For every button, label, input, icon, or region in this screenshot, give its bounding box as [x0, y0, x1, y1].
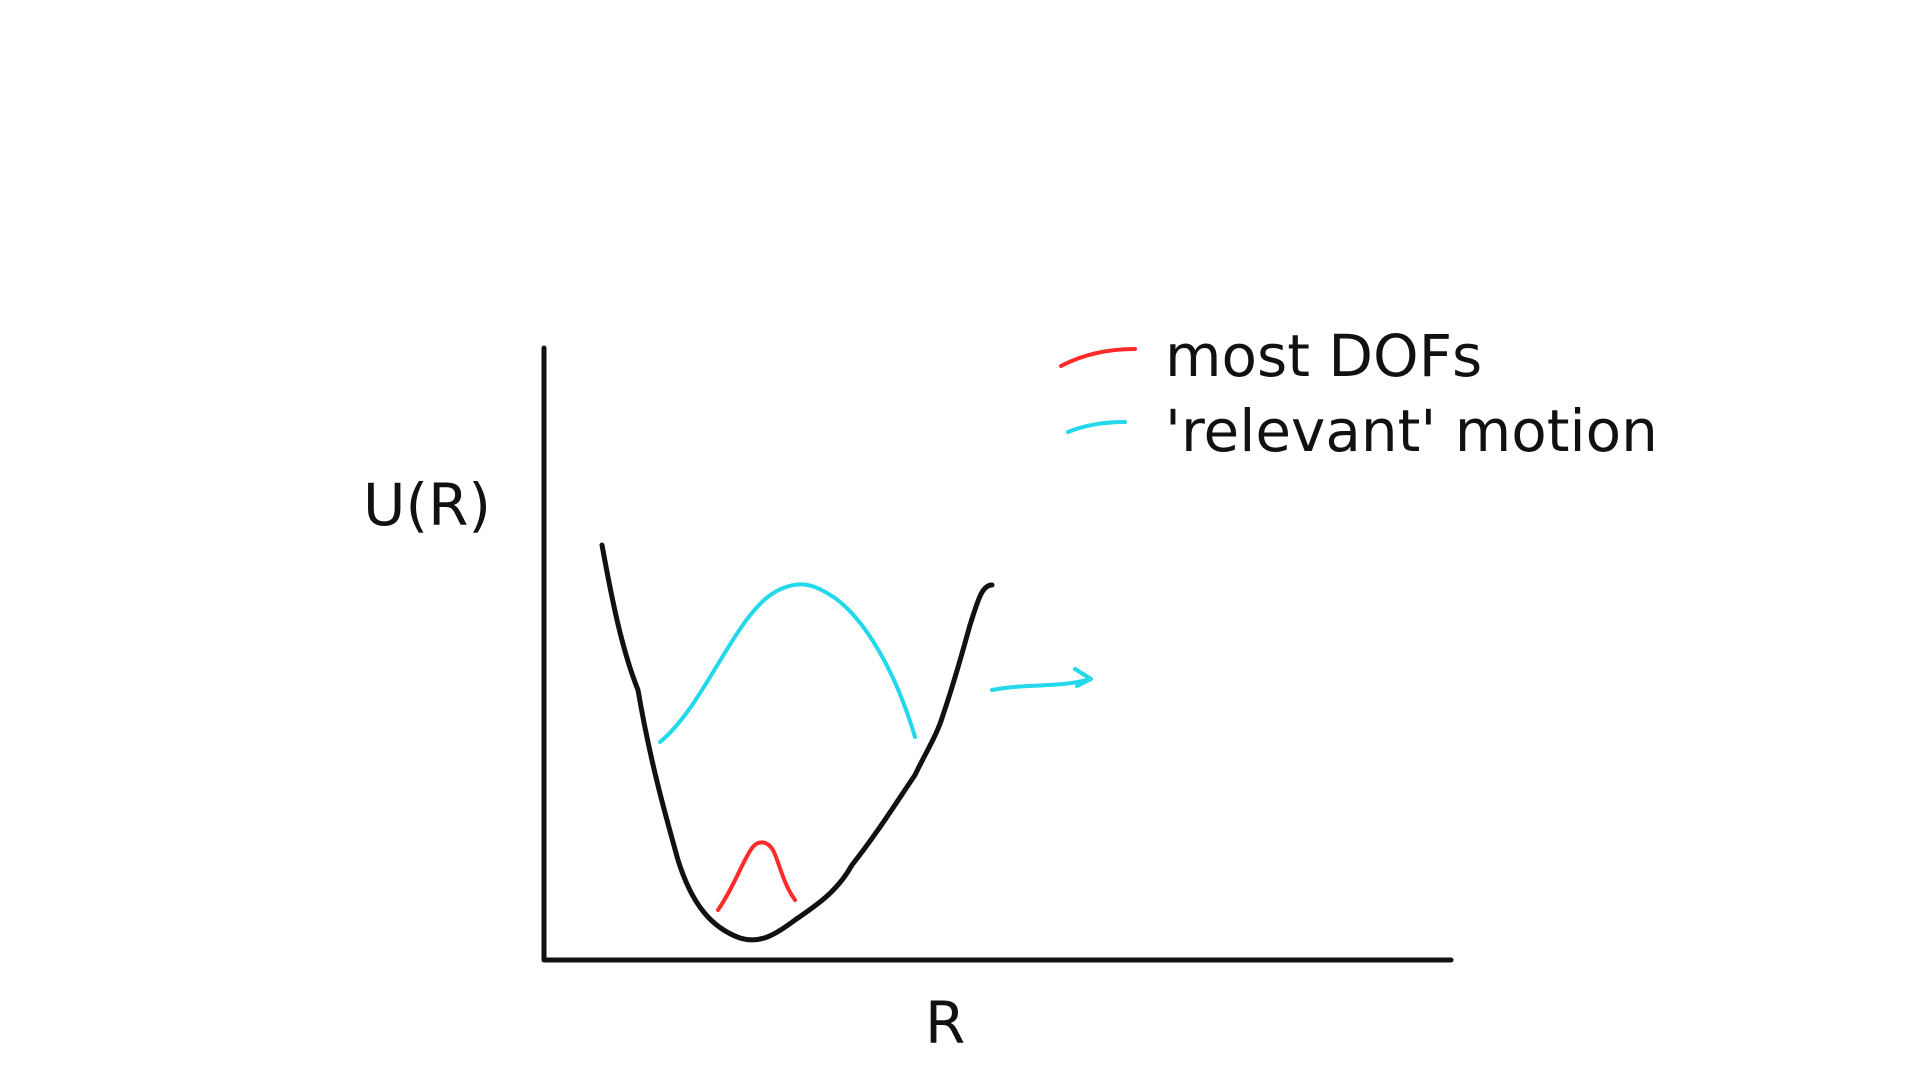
relevant-motion-curve [658, 582, 917, 744]
legend-red-swatch [1059, 347, 1137, 368]
legend: most DOFs 'relevant' motion [1059, 322, 1658, 465]
arrow-head-icon [1073, 667, 1093, 688]
relevant-motion-arrow-icon [990, 677, 1092, 692]
legend-item-most-dofs: most DOFs [1165, 322, 1482, 390]
most-dofs-curve [716, 840, 797, 912]
legend-cyan-swatch [1066, 420, 1127, 434]
y-axis-label: U(R) [363, 471, 491, 539]
x-axis-label: R [925, 989, 965, 1057]
potential-well-curve [599, 542, 995, 943]
legend-item-relevant-motion: 'relevant' motion [1165, 397, 1658, 465]
